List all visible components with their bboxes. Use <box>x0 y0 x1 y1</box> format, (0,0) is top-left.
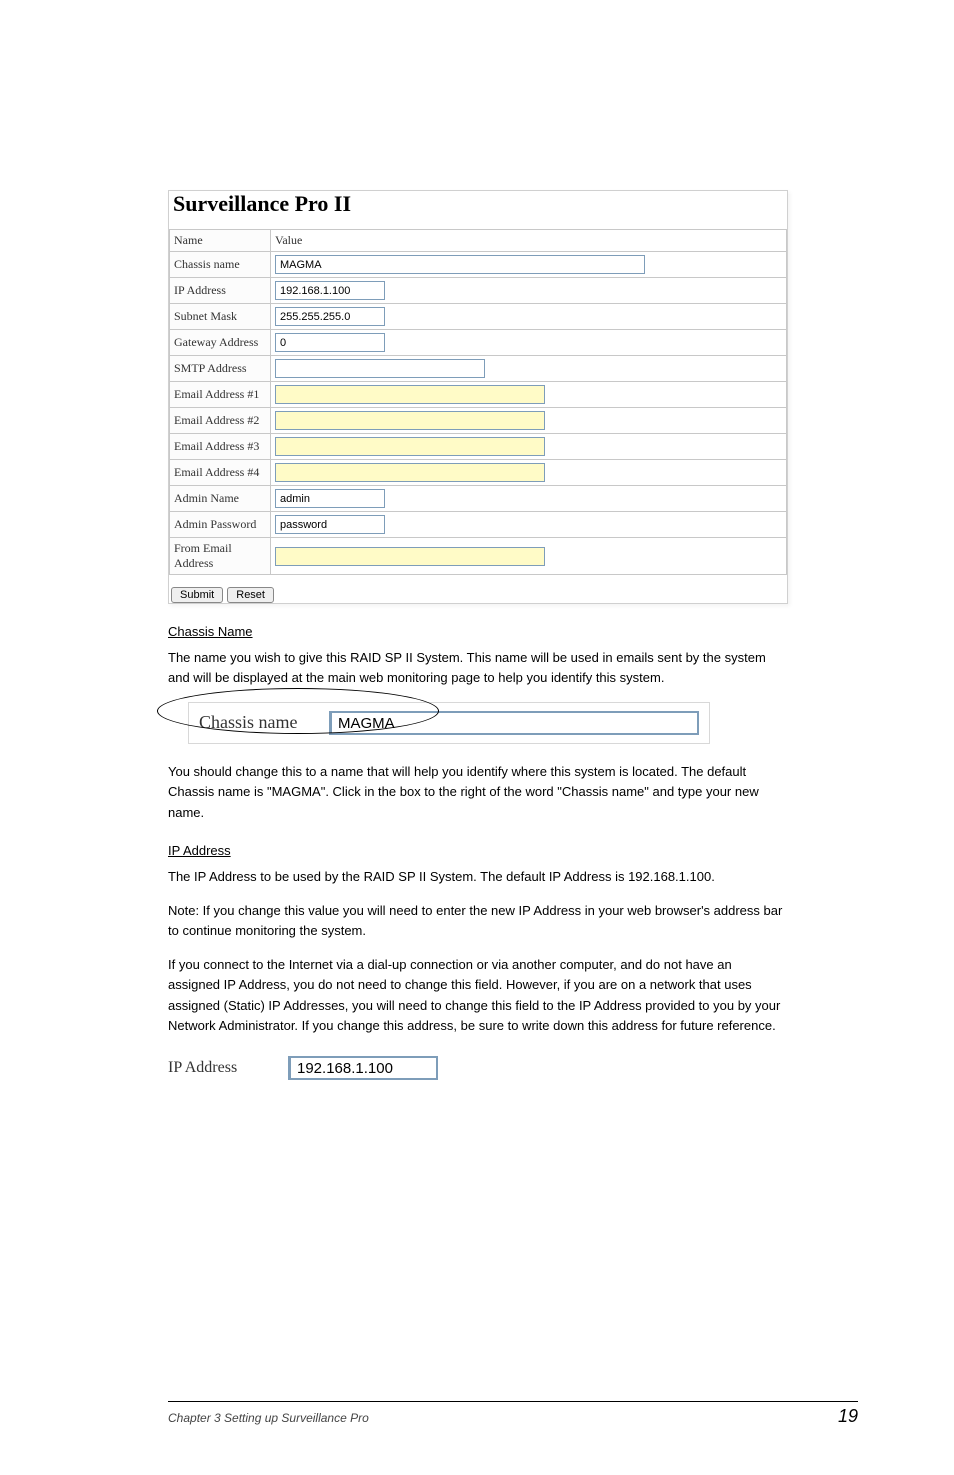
row-subnet-mask: Subnet Mask <box>170 304 787 330</box>
label-gateway: Gateway Address <box>170 330 271 356</box>
guide-body: Chassis Name The name you wish to give t… <box>168 622 786 1087</box>
input-chassis-name[interactable] <box>275 255 645 274</box>
row-email-1: Email Address #1 <box>170 382 787 408</box>
heading-chassis: Chassis Name <box>168 622 786 642</box>
footer-page-number: 19 <box>838 1406 858 1427</box>
input-admin-name[interactable] <box>275 489 385 508</box>
label-admin-name: Admin Name <box>170 486 271 512</box>
heading-ip: IP Address <box>168 841 786 861</box>
row-smtp: SMTP Address <box>170 356 787 382</box>
input-gateway[interactable] <box>275 333 385 352</box>
zoom-ip-input[interactable] <box>288 1056 438 1080</box>
zoom-chassis-input[interactable] <box>329 711 699 735</box>
input-from-email[interactable] <box>275 547 545 566</box>
para-ip-1: The IP Address to be used by the RAID SP… <box>168 867 786 887</box>
input-subnet-mask[interactable] <box>275 307 385 326</box>
row-chassis-name: Chassis name <box>170 252 787 278</box>
header-name: Name <box>170 230 271 252</box>
row-ip-address: IP Address <box>170 278 787 304</box>
button-row: Submit Reset <box>171 585 787 603</box>
zoom-chassis-row: Chassis name <box>188 702 710 744</box>
panel-title: Surveillance Pro II <box>173 191 787 217</box>
page-footer: Chapter 3 Setting up Surveillance Pro 19 <box>168 1401 858 1427</box>
label-ip-address: IP Address <box>170 278 271 304</box>
label-smtp: SMTP Address <box>170 356 271 382</box>
input-smtp[interactable] <box>275 359 485 378</box>
document-page: Surveillance Pro II Name Value Chassis n… <box>0 0 954 1475</box>
label-admin-password: Admin Password <box>170 512 271 538</box>
submit-button[interactable]: Submit <box>171 587 223 603</box>
zoom-chassis-label: Chassis name <box>189 703 329 743</box>
para-ip-2: If you connect to the Internet via a dia… <box>168 955 786 1036</box>
row-email-2: Email Address #2 <box>170 408 787 434</box>
settings-screenshot: Surveillance Pro II Name Value Chassis n… <box>168 190 788 604</box>
footer-rule <box>168 1401 858 1402</box>
label-chassis-name: Chassis name <box>170 252 271 278</box>
label-email-4: Email Address #4 <box>170 460 271 486</box>
input-email-4[interactable] <box>275 463 545 482</box>
zoom-ip-row: IP Address <box>168 1050 728 1087</box>
input-ip-address[interactable] <box>275 281 385 300</box>
header-value: Value <box>271 230 787 252</box>
label-from-email: From Email Address <box>170 538 271 575</box>
table-header-row: Name Value <box>170 230 787 252</box>
reset-button[interactable]: Reset <box>227 587 274 603</box>
row-email-3: Email Address #3 <box>170 434 787 460</box>
label-email-2: Email Address #2 <box>170 408 271 434</box>
input-email-1[interactable] <box>275 385 545 404</box>
para-chassis-2: You should change this to a name that wi… <box>168 762 786 822</box>
label-email-1: Email Address #1 <box>170 382 271 408</box>
label-email-3: Email Address #3 <box>170 434 271 460</box>
para-ip-note: Note: If you change this value you will … <box>168 901 786 941</box>
zoom-ip-label: IP Address <box>168 1050 288 1087</box>
label-subnet-mask: Subnet Mask <box>170 304 271 330</box>
row-admin-password: Admin Password <box>170 512 787 538</box>
input-email-3[interactable] <box>275 437 545 456</box>
footer-chapter: Chapter 3 Setting up Surveillance Pro <box>168 1411 369 1425</box>
row-gateway: Gateway Address <box>170 330 787 356</box>
input-admin-password[interactable] <box>275 515 385 534</box>
settings-table: Name Value Chassis name IP Address Subne… <box>169 229 787 575</box>
para-chassis-1: The name you wish to give this RAID SP I… <box>168 648 786 688</box>
row-admin-name: Admin Name <box>170 486 787 512</box>
row-email-4: Email Address #4 <box>170 460 787 486</box>
row-from-email: From Email Address <box>170 538 787 575</box>
input-email-2[interactable] <box>275 411 545 430</box>
